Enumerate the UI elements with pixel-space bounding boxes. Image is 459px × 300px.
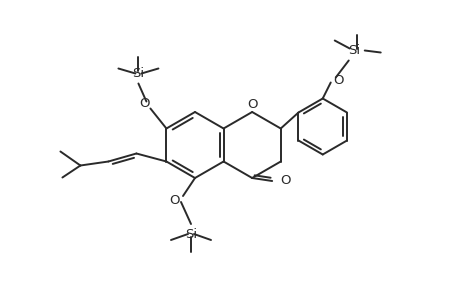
- Text: O: O: [169, 194, 180, 206]
- Text: Si: Si: [185, 227, 196, 241]
- Text: O: O: [280, 175, 290, 188]
- Text: O: O: [333, 74, 343, 87]
- Text: O: O: [139, 97, 149, 110]
- Text: Si: Si: [347, 44, 359, 57]
- Text: O: O: [246, 98, 257, 111]
- Text: Si: Si: [132, 67, 144, 80]
